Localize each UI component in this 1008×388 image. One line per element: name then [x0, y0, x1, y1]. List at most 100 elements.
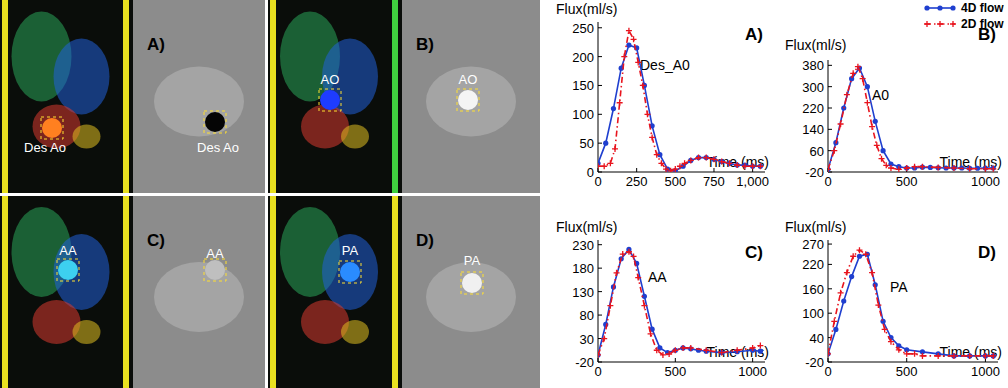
y-tick — [598, 291, 602, 292]
series-line — [598, 31, 760, 171]
roi — [41, 117, 63, 139]
point — [727, 161, 732, 166]
point — [879, 156, 885, 162]
x-tick — [636, 168, 637, 172]
y-tick — [828, 264, 832, 265]
x-tick-label: 0 — [594, 174, 601, 189]
x-tick-label: 750 — [703, 174, 725, 189]
point — [844, 92, 850, 98]
point — [635, 275, 641, 281]
vessel-label: AO — [459, 72, 478, 87]
y-tick-label: 220 — [802, 257, 824, 272]
point — [967, 353, 973, 359]
point — [719, 350, 724, 355]
point — [750, 163, 756, 169]
point — [982, 353, 988, 359]
point — [828, 166, 831, 172]
point — [611, 106, 616, 111]
x-axis — [828, 362, 998, 363]
x-tick — [598, 358, 599, 362]
phase-image — [133, 196, 265, 388]
x-axis — [598, 362, 765, 363]
point — [875, 302, 881, 308]
x-tick-label: 0 — [824, 174, 831, 189]
x-tick-label: 0 — [824, 364, 831, 379]
point — [734, 162, 740, 168]
plane-marker — [123, 196, 129, 388]
point — [601, 163, 607, 169]
image-panel: AAAAC) — [0, 196, 265, 388]
chart: 05010015020025002505007501,000Flux(ml/s)… — [556, 1, 769, 189]
point — [682, 160, 688, 166]
y-tick — [828, 288, 832, 289]
flow-blob — [322, 234, 378, 310]
legend-label: 4D flow — [961, 1, 1004, 15]
image-panel: Des AoDes AoA) — [0, 0, 265, 193]
y-axis-label: Flux(ml/s) — [785, 37, 846, 53]
point — [648, 331, 654, 337]
x-tick — [675, 358, 676, 362]
y-tick-label: 50 — [580, 136, 594, 151]
point — [601, 336, 607, 342]
y-tick-label: 180 — [572, 261, 594, 276]
vessel — [462, 273, 482, 293]
panel-label: A) — [147, 35, 165, 54]
y-tick — [598, 85, 602, 86]
point — [856, 247, 862, 253]
y-tick — [598, 172, 602, 173]
point — [719, 350, 725, 356]
point — [912, 164, 918, 170]
x-axis-label: Time (ms) — [707, 154, 769, 170]
color-image — [0, 0, 133, 193]
color-image — [268, 196, 402, 388]
point — [607, 160, 613, 166]
vessel — [340, 262, 360, 282]
color-image — [0, 196, 133, 388]
point — [711, 156, 717, 162]
point — [640, 82, 646, 88]
point — [704, 155, 709, 160]
x-tick-label: 1000 — [971, 364, 1000, 379]
point — [967, 166, 972, 171]
y-tick — [828, 362, 832, 363]
series-line — [598, 252, 760, 355]
point — [626, 28, 632, 34]
point — [680, 345, 685, 350]
x-tick-label: 500 — [664, 364, 686, 379]
x-tick — [906, 358, 907, 362]
vessel — [58, 260, 78, 280]
y-tick — [828, 86, 832, 87]
y-tick-label: 270 — [802, 237, 824, 252]
point — [869, 270, 875, 276]
plot-area — [598, 247, 763, 358]
y-tick-label: 0 — [587, 165, 594, 180]
point — [614, 270, 620, 276]
point — [620, 251, 626, 257]
y-tick-label: 250 — [572, 21, 594, 36]
y-tick-label: 220 — [802, 101, 824, 116]
point — [641, 303, 647, 309]
point — [919, 353, 925, 359]
point — [758, 349, 763, 354]
x-tick-label: 500 — [664, 174, 686, 189]
point — [696, 155, 702, 161]
flow-blob — [54, 39, 110, 115]
flow-blob — [301, 300, 349, 344]
flow-blob — [54, 234, 110, 310]
point — [855, 64, 861, 70]
x-tick-label: 500 — [896, 364, 918, 379]
point — [831, 318, 837, 324]
point — [711, 157, 716, 162]
point — [626, 42, 631, 47]
y-tick — [598, 362, 602, 363]
y-tick-label: -20 — [805, 165, 824, 180]
series-line — [828, 250, 993, 356]
y-tick-label: 130 — [572, 285, 594, 300]
point — [831, 148, 837, 154]
chart-title: B) — [978, 25, 996, 44]
annotation: AA — [648, 269, 667, 285]
point — [865, 84, 870, 89]
roi — [457, 89, 479, 111]
legend-marker — [950, 21, 956, 27]
y-tick — [598, 244, 602, 245]
